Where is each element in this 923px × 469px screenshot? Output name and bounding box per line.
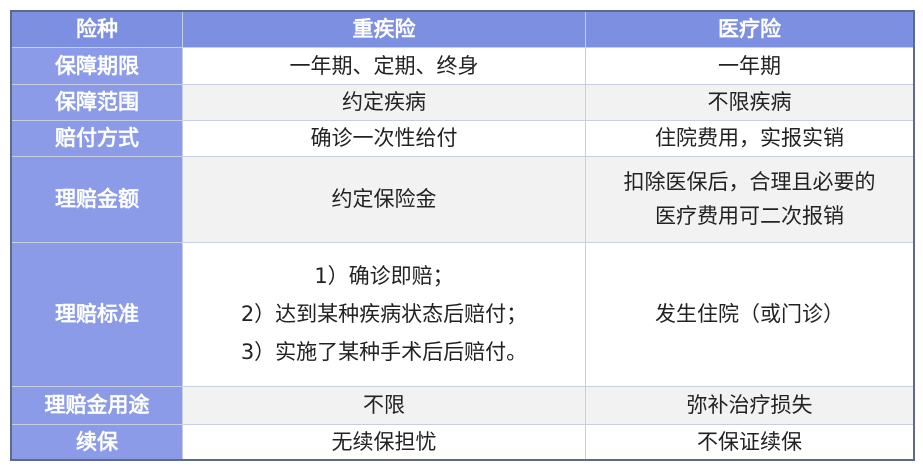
cell-line: 扣除医保后，合理且必要的 (623, 170, 876, 194)
cell-line: 1）确诊即赔； (314, 264, 454, 288)
cell: 不保证续保 (585, 423, 915, 461)
cell: 住院费用，实报实销 (585, 119, 915, 157)
row-label: 理赔金用途 (10, 385, 183, 425)
cell: 不限疾病 (585, 83, 915, 121)
header-medical: 医疗险 (585, 10, 915, 48)
row-label: 续保 (10, 423, 183, 461)
header-row: 险种 重疾险 医疗险 (10, 10, 915, 48)
table-row: 理赔标准 1）确诊即赔； 2）达到某种疾病状态后赔付； 3）实施了某种手术后后赔… (10, 241, 915, 387)
cell-line: 2）达到某种疾病状态后赔付； (240, 302, 528, 326)
cell: 扣除医保后，合理且必要的 医疗费用可二次报销 (585, 155, 915, 243)
row-label: 保障范围 (10, 83, 183, 121)
cell: 无续保担忧 (182, 423, 586, 461)
cell: 发生住院（或门诊） (585, 241, 915, 387)
cell: 一年期 (585, 46, 915, 85)
table-row: 续保 无续保担忧 不保证续保 (10, 423, 915, 461)
table-row: 赔付方式 确诊一次性给付 住院费用，实报实销 (10, 119, 915, 157)
table-row: 理赔金用途 不限 弥补治疗损失 (10, 385, 915, 425)
row-label: 理赔金额 (10, 155, 183, 243)
cell: 一年期、定期、终身 (182, 46, 586, 85)
table-row: 保障范围 约定疾病 不限疾病 (10, 83, 915, 121)
header-type: 险种 (10, 10, 183, 48)
insurance-comparison-table: 险种 重疾险 医疗险 保障期限 一年期、定期、终身 一年期 保障范围 约定疾病 … (10, 10, 915, 461)
cell: 约定保险金 (182, 155, 586, 243)
row-label: 理赔标准 (10, 241, 183, 387)
header-critical-illness: 重疾险 (182, 10, 586, 48)
cell: 弥补治疗损失 (585, 385, 915, 425)
row-label: 保障期限 (10, 46, 183, 85)
cell-line: 医疗费用可二次报销 (655, 204, 844, 228)
cell: 约定疾病 (182, 83, 586, 121)
cell-line: 3）实施了某种手术后后赔付。 (240, 340, 528, 364)
table-row: 理赔金额 约定保险金 扣除医保后，合理且必要的 医疗费用可二次报销 (10, 155, 915, 243)
table-row: 保障期限 一年期、定期、终身 一年期 (10, 46, 915, 85)
cell: 不限 (182, 385, 586, 425)
cell: 1）确诊即赔； 2）达到某种疾病状态后赔付； 3）实施了某种手术后后赔付。 (182, 241, 586, 387)
row-label: 赔付方式 (10, 119, 183, 157)
cell: 确诊一次性给付 (182, 119, 586, 157)
